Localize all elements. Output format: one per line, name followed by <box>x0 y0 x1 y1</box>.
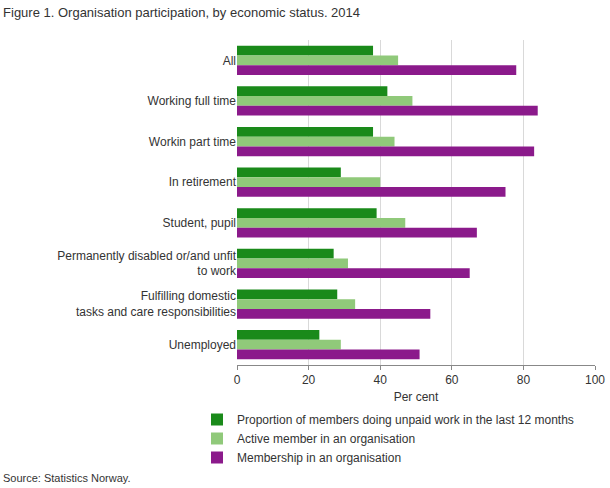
svg-text:Workin part time: Workin part time <box>149 135 236 149</box>
svg-text:60: 60 <box>445 373 459 387</box>
svg-text:40: 40 <box>374 373 388 387</box>
svg-text:0: 0 <box>234 373 241 387</box>
svg-text:Permanently disabled or/and un: Permanently disabled or/and unfitto work <box>57 249 237 279</box>
svg-text:Per cent: Per cent <box>394 390 439 404</box>
svg-text:Working full time: Working full time <box>148 94 237 108</box>
svg-text:In retirement: In retirement <box>169 175 237 189</box>
svg-text:Source: Statistics Norway.: Source: Statistics Norway. <box>3 472 131 484</box>
svg-text:80: 80 <box>517 373 531 387</box>
svg-text:Unemployed: Unemployed <box>169 338 236 352</box>
svg-text:Figure 1. Organisation partici: Figure 1. Organisation participation, by… <box>3 5 360 20</box>
svg-text:Proportion of members doing un: Proportion of members doing unpaid work … <box>237 413 574 427</box>
svg-text:Student, pupil: Student, pupil <box>163 216 236 230</box>
svg-text:Membership in an organisation: Membership in an organisation <box>237 451 401 465</box>
svg-text:Active member in an organisati: Active member in an organisation <box>237 432 415 446</box>
svg-text:Fulfilling domestictasks and c: Fulfilling domestictasks and care respon… <box>76 289 236 319</box>
svg-text:All: All <box>223 54 236 68</box>
svg-text:20: 20 <box>302 373 316 387</box>
svg-text:100: 100 <box>585 373 605 387</box>
